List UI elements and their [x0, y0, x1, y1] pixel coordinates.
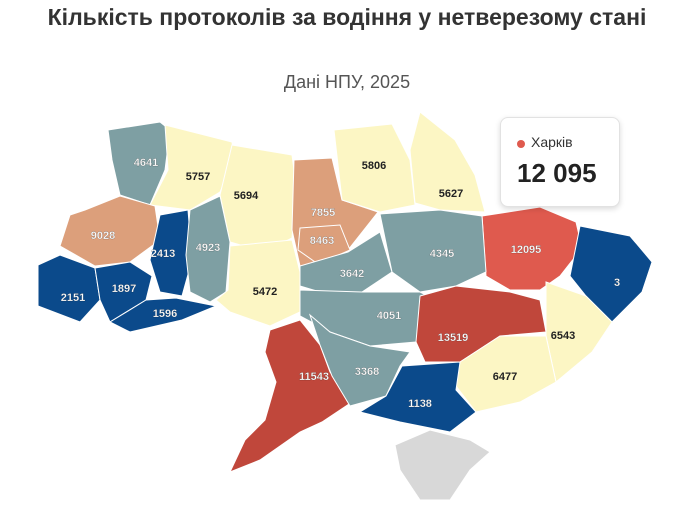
region-label: 6477	[493, 371, 517, 383]
region-label: 12095	[511, 244, 542, 256]
region-label: 8463	[310, 235, 334, 247]
region	[358, 361, 477, 433]
region-label: 4051	[377, 310, 401, 322]
region-label: 3368	[355, 366, 379, 378]
region-label: 11543	[299, 371, 329, 383]
region-label: 1138	[408, 398, 432, 410]
region-label: 3642	[340, 268, 364, 280]
tooltip-dot	[517, 140, 525, 148]
region-label: 4923	[196, 242, 220, 254]
region-label: 5757	[186, 171, 210, 183]
region	[308, 313, 411, 407]
region	[299, 231, 393, 293]
region-label: 1897	[112, 283, 136, 295]
region-label: 6543	[551, 330, 575, 342]
region	[185, 195, 231, 303]
region	[333, 123, 416, 213]
region-label: 1596	[153, 308, 177, 320]
region	[481, 206, 583, 291]
region	[409, 111, 486, 213]
region	[455, 335, 557, 413]
region-label: 3	[614, 277, 620, 289]
tooltip-name: Харків	[531, 134, 573, 150]
region	[108, 297, 218, 333]
region	[379, 209, 487, 293]
region-label: 13519	[438, 332, 469, 344]
region-label: 5627	[439, 188, 463, 200]
region-label: 4345	[430, 248, 454, 260]
region	[107, 121, 171, 206]
region-label: 7855	[311, 207, 335, 219]
region-label: 2413	[151, 248, 175, 260]
region-label: 9028	[91, 230, 115, 242]
region-label: 4641	[134, 157, 158, 169]
region-label: 5472	[253, 286, 277, 298]
region	[215, 239, 301, 327]
region-label: 5806	[362, 160, 386, 172]
chart-title: Кількість протоколів за водіння у нетвер…	[47, 4, 647, 30]
region	[415, 285, 547, 363]
region	[149, 209, 193, 297]
region	[569, 225, 653, 323]
chart-subtitle: Дані НПУ, 2025	[283, 72, 411, 92]
region	[37, 254, 101, 323]
tooltip-value: 12 095	[517, 158, 597, 188]
crimea	[394, 429, 491, 501]
region-label: 2151	[61, 292, 85, 304]
region-label: 5694	[234, 190, 259, 202]
tooltip: Харків 12 095	[500, 117, 620, 207]
